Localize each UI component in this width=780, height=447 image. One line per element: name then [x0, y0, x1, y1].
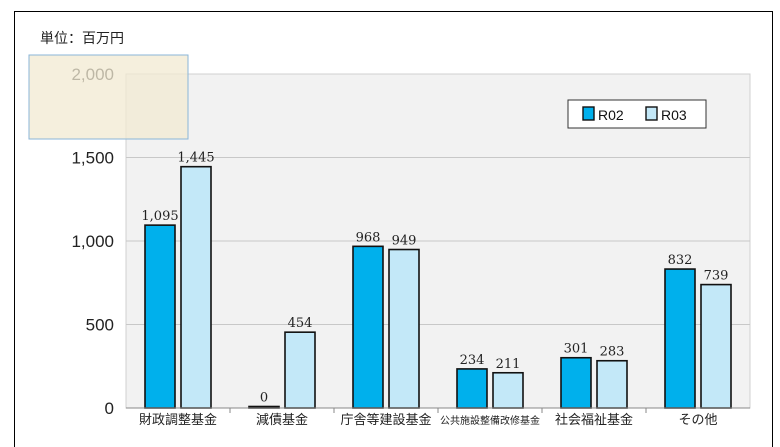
- y-tick-label: 1,000: [71, 232, 114, 251]
- category-label: その他: [678, 413, 717, 428]
- y-tick-label: 1,500: [71, 149, 114, 168]
- legend-swatch-r02: [582, 106, 595, 121]
- data-label: 1,445: [177, 151, 214, 166]
- legend: R02 R03: [567, 99, 707, 129]
- top-strip: [0, 0, 780, 6]
- bar-r02: [352, 245, 384, 409]
- bar-r03: [388, 248, 420, 409]
- y-tick-label: 500: [86, 316, 114, 335]
- category-label: 減債基金: [256, 412, 308, 428]
- data-label: 454: [288, 316, 313, 331]
- data-label: 739: [704, 269, 729, 284]
- data-label: 283: [600, 345, 625, 360]
- legend-swatch-r03: [645, 106, 658, 121]
- data-label: 832: [668, 253, 693, 268]
- bars: [144, 165, 732, 409]
- bar-r03: [492, 371, 524, 409]
- data-label: 301: [564, 342, 589, 357]
- data-label: 0: [260, 391, 268, 406]
- bar-r02: [456, 368, 488, 409]
- bar-r03: [284, 331, 316, 409]
- category-labels: 財政調整基金 減債基金 庁舎等建設基金 公共施設整備改修基金 社会福祉基金 その他: [126, 407, 750, 428]
- data-label: 211: [496, 357, 521, 372]
- y-tick-label: 0: [105, 399, 114, 418]
- bar-r03: [180, 165, 212, 409]
- bar-r02: [664, 268, 696, 409]
- data-labels: 1,095 1,445 0 454 968 949 234 211 301 283 832 739: [141, 151, 728, 406]
- gridlines: [126, 157, 750, 325]
- category-label: 庁舎等建設基金: [340, 412, 431, 428]
- unit-label: 単位：百万円: [40, 31, 124, 47]
- category-label: 社会福祉基金: [555, 412, 633, 428]
- bar-r02: [560, 356, 592, 409]
- highlight-box: [28, 54, 189, 140]
- data-label: 234: [460, 353, 485, 368]
- bar-r03: [700, 283, 732, 409]
- category-label: 公共施設整備改修基金: [440, 414, 540, 427]
- category-label: 財政調整基金: [139, 412, 217, 428]
- legend-label: R03: [661, 107, 687, 123]
- data-label: 1,095: [141, 209, 178, 224]
- bar-r02: [144, 224, 176, 409]
- data-label: 968: [356, 230, 381, 245]
- legend-label: R02: [598, 107, 624, 123]
- data-label: 949: [392, 234, 417, 249]
- bar-r03: [596, 359, 628, 409]
